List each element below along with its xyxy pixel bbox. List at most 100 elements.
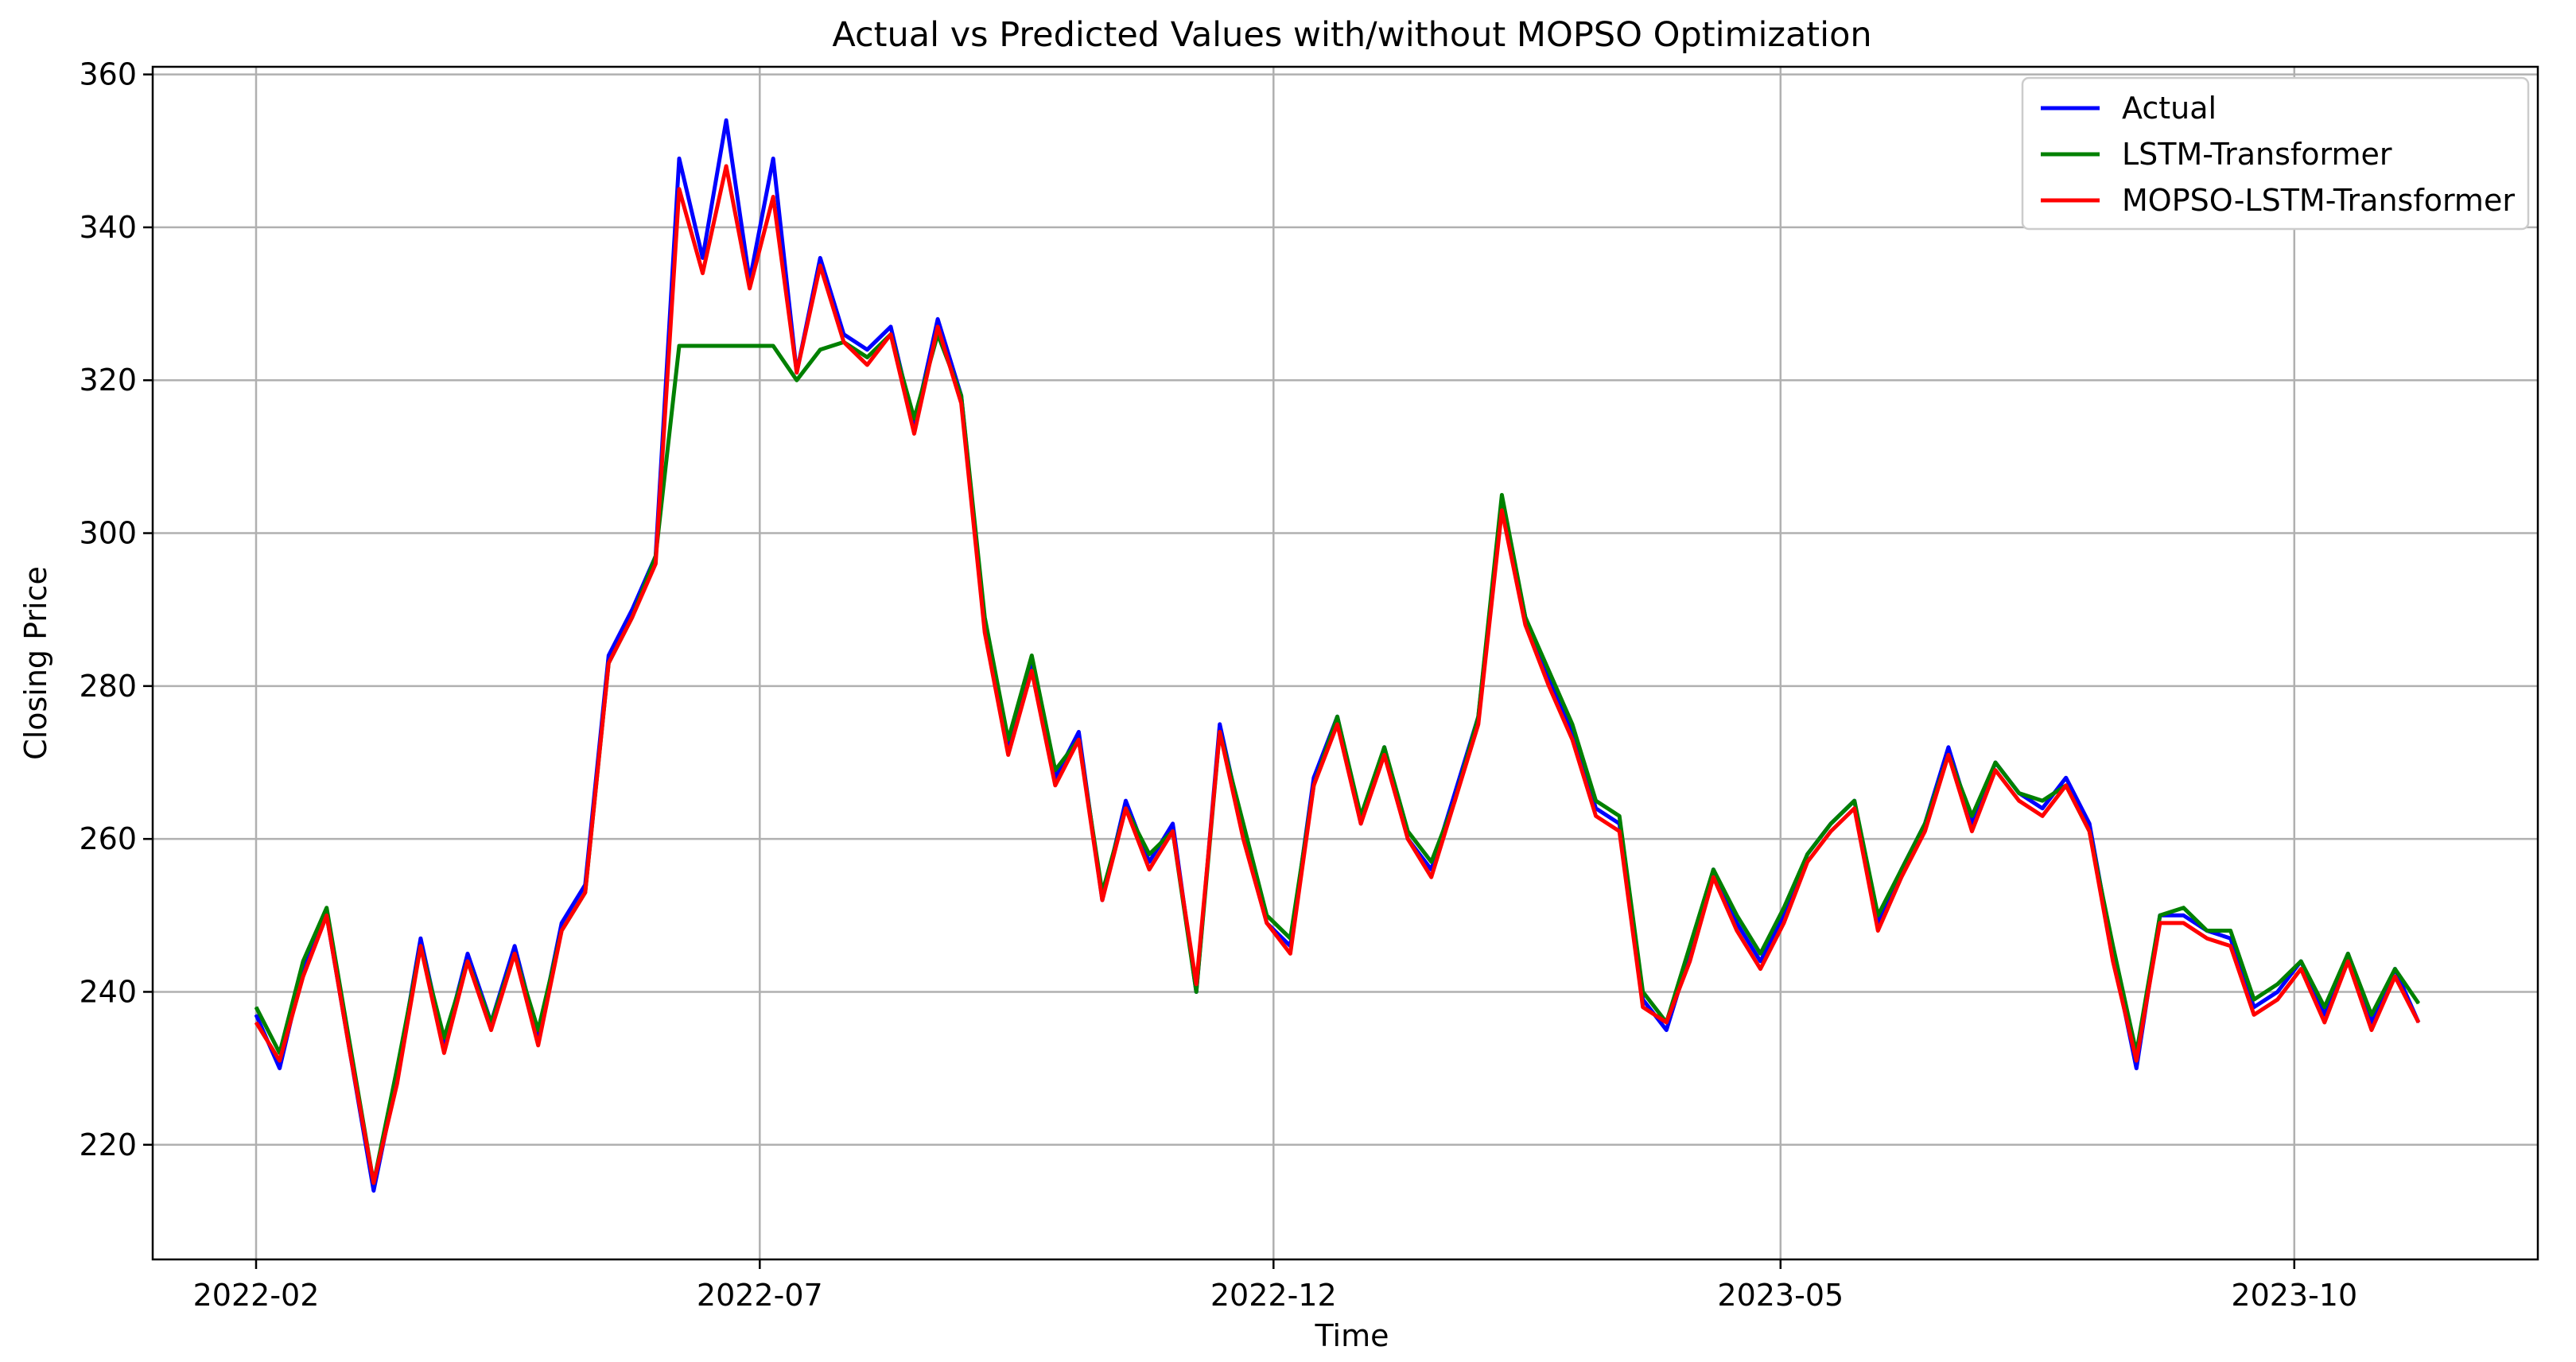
data-point [2371,1029,2372,1031]
data-point [255,1014,257,1016]
y-tick-label: 300 [79,516,137,551]
data-point [2042,807,2043,809]
data-point [1102,899,1103,901]
data-point [1407,838,1408,840]
data-point [1242,823,1245,825]
data-point [2300,968,2302,970]
data-point [1689,960,1691,962]
axis-ticks: 220 240 260 280 300 320 340 360 2022-02 2022-07 20… [79,57,2357,1313]
data-point [701,345,704,347]
data-point [937,326,938,328]
data-point [561,929,562,932]
data-point [2253,999,2255,1000]
data-point [1548,669,1550,672]
data-point [984,631,985,634]
data-point [325,914,328,917]
data-point [678,157,680,160]
data-point [1759,968,1762,970]
data-point [373,1182,375,1184]
data-point [1642,1006,1644,1008]
data-point [2347,953,2349,955]
data-point [1478,724,1479,725]
data-point [678,188,680,190]
data-point [2253,1006,2255,1008]
data-point [2065,785,2067,786]
data-point [937,318,938,320]
data-point [1430,876,1432,878]
y-axis-label: Closing Price [18,566,53,760]
data-point [1736,914,1738,917]
data-point [278,1067,281,1069]
data-point [1736,922,1738,924]
data-point [325,906,328,909]
legend-label: LSTM-Transformer [2122,137,2392,172]
plot-frame [151,65,2539,1261]
data-point [2229,945,2232,947]
data-point [819,257,822,259]
legend-label: MOPSO-LSTM-Transformer [2122,183,2515,218]
data-point [655,563,657,565]
data-point [2065,777,2067,778]
data-point [2276,984,2279,985]
data-point [772,157,774,160]
data-point [2229,929,2232,932]
data-point [890,326,892,328]
data-point [1336,724,1339,725]
data-point [255,1022,257,1023]
data-point [537,1029,539,1031]
data-point [2276,991,2279,993]
data-point [748,345,751,347]
data-point [1595,800,1597,801]
data-point [2182,914,2185,917]
data-point [467,953,468,955]
data-point [1148,861,1150,863]
data-point [819,265,822,266]
data-point [1525,624,1526,626]
data-point [701,257,704,259]
data-point [2229,937,2232,939]
data-point [1383,754,1385,756]
y-tick-label: 260 [79,821,137,856]
data-point [1454,800,1456,801]
data-point [1360,823,1362,825]
chart-title: Actual vs Predicted Values with/without … [832,15,1871,55]
data-point [396,1083,398,1085]
data-point [1148,853,1150,856]
data-point [1853,807,1855,809]
data-point [890,333,892,336]
data-point [1877,914,1879,917]
data-point [1336,716,1339,718]
data-point [1783,906,1785,909]
data-point [1007,739,1009,740]
data-point [701,272,704,274]
y-tick-label: 320 [79,363,137,398]
data-point [960,402,962,404]
data-point [725,165,727,167]
data-point [2324,1022,2325,1023]
data-point [1195,991,1197,993]
data-point [2276,999,2279,1000]
y-tick-label: 280 [79,669,137,704]
data-point [2371,1022,2372,1023]
data-point [1218,724,1221,725]
data-point [1055,785,1056,786]
data-point [1078,739,1080,740]
data-point [2206,937,2208,939]
data-point [420,945,422,947]
data-point [772,196,774,198]
data-point [1665,1029,1668,1031]
data-point [1055,769,1056,771]
data-point [1783,914,1785,917]
data-point [278,1060,281,1061]
data-point [2324,1006,2325,1008]
x-tick-label: 2023-10 [2231,1278,2357,1313]
data-point [2324,1014,2325,1016]
data-point [913,433,915,435]
data-point [1031,669,1033,672]
data-point [631,616,633,619]
data-point [1078,731,1080,733]
data-point [1830,823,1832,825]
series-lines [254,118,2421,1193]
data-point [1759,953,1762,955]
data-point [585,891,586,894]
